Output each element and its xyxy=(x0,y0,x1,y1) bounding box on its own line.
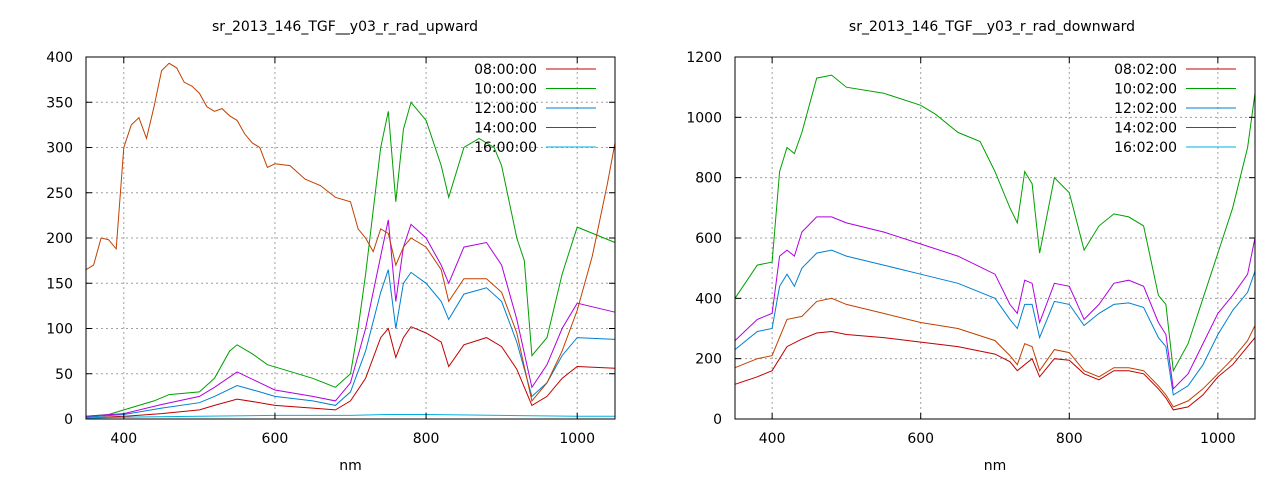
y-tick-label: 0 xyxy=(713,412,722,428)
y-tick-label: 800 xyxy=(695,171,722,187)
series-line-3 xyxy=(85,269,616,418)
x-tick-label: 400 xyxy=(110,431,137,447)
y-tick-label: 200 xyxy=(46,231,73,247)
legend-label: 08:02:00 xyxy=(1114,62,1177,78)
legend-label: 12:00:00 xyxy=(474,101,537,117)
legend-label: 10:00:00 xyxy=(474,82,537,98)
legend-label: 14:00:00 xyxy=(474,121,537,137)
y-tick-label: 50 xyxy=(55,367,73,383)
legend-label: 08:00:00 xyxy=(474,62,537,78)
x-axis-label: nm xyxy=(984,458,1007,474)
chart-title: sr_2013_146_TGF__y03_r_rad_upward xyxy=(212,19,478,35)
series-line-1 xyxy=(85,326,616,419)
series-line-6 xyxy=(85,62,616,403)
y-tick-label: 150 xyxy=(46,276,73,292)
x-tick-label: 800 xyxy=(413,431,440,447)
y-tick-label: 1200 xyxy=(686,50,722,66)
y-tick-label: 100 xyxy=(46,322,73,338)
legend-label: 12:02:00 xyxy=(1114,101,1177,117)
series-line-2 xyxy=(85,101,616,417)
y-tick-label: 1000 xyxy=(686,110,722,126)
chart-2: sr_2013_146_TGF__y03_r_rad_downward 400 60… xyxy=(686,19,1256,474)
x-tick-label: 600 xyxy=(907,431,934,447)
x-tick-label: 800 xyxy=(1056,431,1083,447)
y-tick-label: 350 xyxy=(46,95,73,111)
x-tick-label: 1000 xyxy=(559,431,595,447)
series-line-1 xyxy=(734,330,1256,411)
y-tick-label: 250 xyxy=(46,186,73,202)
series-line-4 xyxy=(734,216,1256,390)
series-line-6 xyxy=(734,297,1256,408)
legend-label: 14:02:00 xyxy=(1114,121,1177,137)
y-tick-label: 400 xyxy=(46,50,73,66)
legend-label: 10:02:00 xyxy=(1114,82,1177,98)
y-tick-label: 300 xyxy=(46,141,73,157)
chart-title: sr_2013_146_TGF__y03_r_rad_downward xyxy=(849,19,1135,35)
x-tick-label: 400 xyxy=(759,431,786,447)
legend-label: 16:02:00 xyxy=(1114,140,1177,156)
x-axis-label: nm xyxy=(339,458,362,474)
y-tick-label: 600 xyxy=(695,231,722,247)
y-tick-label: 0 xyxy=(64,412,73,428)
series-line-5 xyxy=(85,414,615,419)
series-line-3 xyxy=(734,249,1256,396)
legend-label: 16:00:00 xyxy=(474,140,537,156)
chart-1: sr_2013_146_TGF__y03_r_rad_upward 400 600 8… xyxy=(46,19,616,474)
y-tick-label: 400 xyxy=(695,291,722,307)
y-tick-label: 200 xyxy=(695,352,722,368)
series-line-2 xyxy=(734,74,1256,373)
x-tick-label: 1000 xyxy=(1200,431,1236,447)
series-line-4 xyxy=(85,219,616,417)
x-tick-label: 600 xyxy=(262,431,289,447)
